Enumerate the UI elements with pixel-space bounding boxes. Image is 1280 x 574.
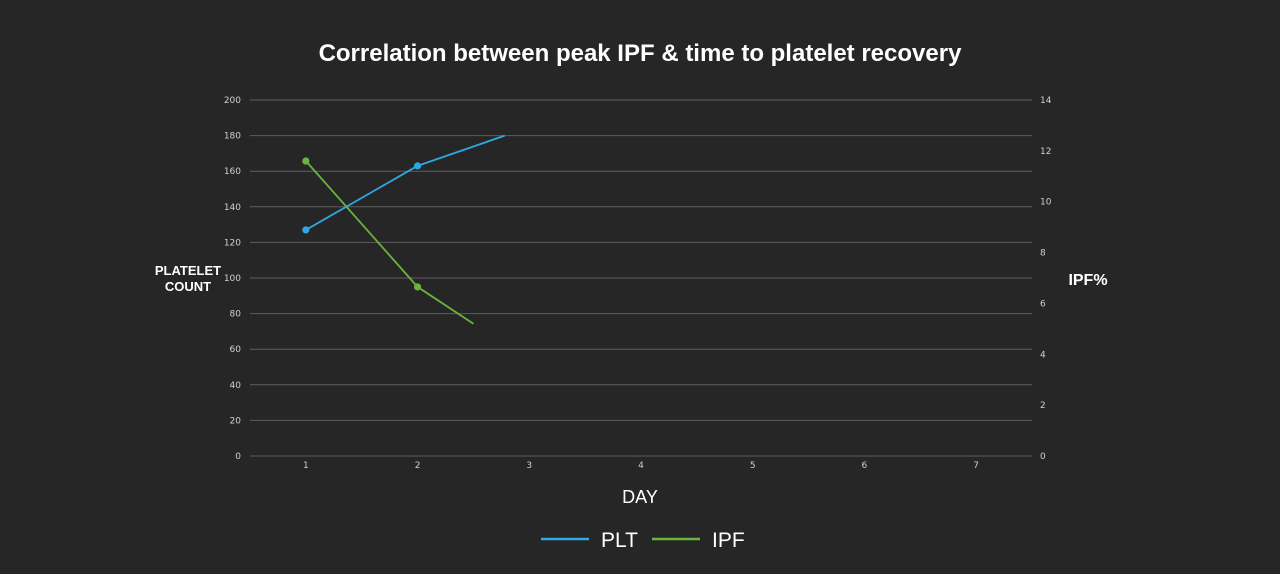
data-point-plt [302, 226, 310, 234]
y-tick-label: 40 [230, 381, 242, 391]
legend-label-plt: PLT [601, 529, 638, 552]
y2-tick-label: 2 [1040, 401, 1046, 411]
y-axis-label-line-1: PLATELET [155, 263, 221, 278]
y-tick-label: 180 [224, 132, 241, 142]
y2-tick-label: 14 [1040, 96, 1052, 106]
y-axis-label-line-2: COUNT [165, 279, 211, 294]
data-point-ipf [413, 283, 422, 291]
data-point-ipf [302, 157, 310, 165]
y2-tick-label: 12 [1040, 147, 1051, 157]
x-tick-label: 6 [862, 461, 868, 471]
y-tick-label: 80 [230, 310, 242, 320]
left-axis-ticks: 0 20 40 60 80 100 120 140 160 180 200 [224, 96, 241, 462]
x-tick-label: 3 [526, 461, 532, 471]
series-line-plt [305, 134, 506, 231]
y2-axis-label: IPF% [1068, 272, 1107, 289]
gridlines [250, 99, 1032, 457]
x-axis-ticks: 1 2 3 4 5 6 7 [303, 461, 979, 471]
y-tick-label: 60 [230, 345, 242, 355]
y-tick-label: 160 [224, 167, 241, 177]
x-tick-label: 5 [750, 461, 756, 471]
legend-label-ipf: IPF [712, 529, 745, 552]
x-tick-label: 2 [415, 461, 421, 471]
y2-tick-label: 0 [1040, 452, 1046, 462]
y-tick-label: 100 [224, 274, 241, 284]
x-axis-label: DAY [622, 487, 658, 507]
right-axis-ticks: 0 2 4 6 8 10 12 14 [1040, 96, 1052, 462]
y2-tick-label: 10 [1040, 198, 1052, 208]
x-tick-label: 4 [638, 461, 644, 471]
y-tick-label: 0 [235, 452, 241, 462]
y-tick-label: 140 [224, 203, 241, 213]
y2-tick-label: 8 [1040, 249, 1046, 259]
y-tick-label: 120 [224, 238, 241, 248]
x-tick-label: 7 [973, 461, 979, 471]
data-point-plt [413, 162, 422, 170]
x-tick-label: 1 [303, 461, 309, 471]
series-group [302, 134, 506, 325]
chart-title: Correlation between peak IPF & time to p… [319, 40, 963, 67]
y2-tick-label: 6 [1040, 299, 1046, 309]
legend: PLT IPF [541, 529, 745, 552]
y-tick-label: 20 [230, 416, 242, 426]
y2-tick-label: 4 [1040, 350, 1046, 360]
y-tick-label: 200 [224, 96, 241, 106]
